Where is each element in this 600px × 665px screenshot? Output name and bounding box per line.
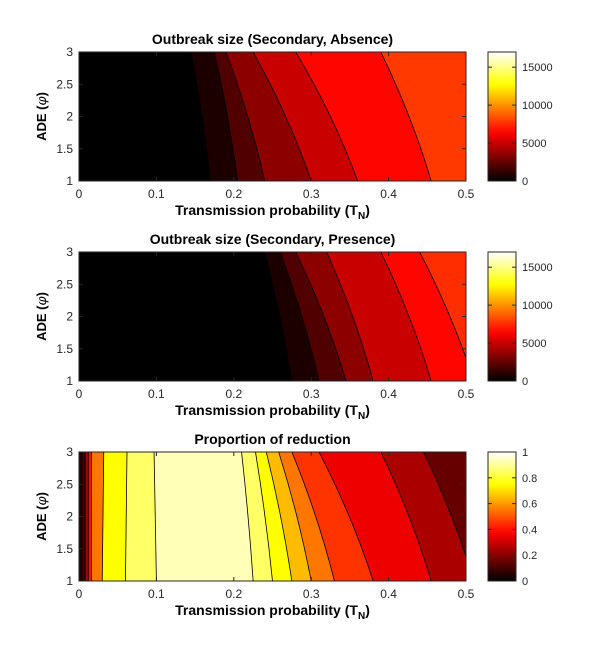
colorbar-tick-label: 5000 xyxy=(522,338,546,350)
x-tick-label: 0 xyxy=(76,387,83,401)
colorbar-tick-label: 0 xyxy=(522,576,528,588)
y-tick-label: 3 xyxy=(66,445,73,459)
contour-line xyxy=(101,452,105,581)
x-tick-label: 0.1 xyxy=(148,187,165,201)
contour-line xyxy=(190,52,211,181)
contour-line xyxy=(380,452,432,581)
contour-line xyxy=(241,452,254,581)
contour-line xyxy=(225,52,266,181)
colorbar: 0 5000 10000 15000 xyxy=(487,251,553,388)
colorbar-tick-label: 0.4 xyxy=(522,524,537,536)
contour-line xyxy=(125,452,128,581)
x-tick-label: 0.5 xyxy=(458,187,475,201)
contour-plot xyxy=(79,52,466,181)
colorbar-tick-label: 15000 xyxy=(522,262,553,274)
contour-line xyxy=(264,252,293,381)
contour-line xyxy=(278,452,312,581)
chart-title: Outbreak size (Secondary, Presence) xyxy=(150,231,396,247)
x-tick-label: 0.2 xyxy=(225,187,242,201)
contour-line xyxy=(326,252,374,381)
panel-2: 0 0.1 0.2 0.3 0.4 0.5 1 1.5 2 2.5 3 Outbreak size (… xyxy=(34,231,553,422)
chart-title: Proportion of reduction xyxy=(194,431,350,447)
colorbar-tick-label: 10000 xyxy=(522,100,553,112)
x-tick-label: 0.1 xyxy=(148,587,165,601)
y-tick-label: 1 xyxy=(66,374,73,388)
colorbar-tick-label: 0 xyxy=(522,376,528,388)
y-tick-label: 1.5 xyxy=(56,542,73,556)
chart-title: Outbreak size (Secondary, Absence) xyxy=(152,31,393,47)
x-tick-label: 0.4 xyxy=(380,387,397,401)
colorbar-frame xyxy=(487,51,517,182)
y-tick-label: 2 xyxy=(66,110,73,124)
y-tick-label: 3 xyxy=(66,45,73,59)
contour-line xyxy=(419,252,466,360)
colorbar-tick-label: 10000 xyxy=(522,300,553,312)
y-tick-label: 1 xyxy=(66,174,73,188)
y-tick-label: 2 xyxy=(66,510,73,524)
colorbar-tick-label: 0.8 xyxy=(522,473,537,485)
colorbar: 0 5000 10000 15000 xyxy=(487,51,553,188)
contour-region xyxy=(419,252,466,359)
panel-1: 0 0.1 0.2 0.3 0.4 0.5 1 1.5 2 2.5 3 Outbreak size (… xyxy=(34,31,553,222)
colorbar-tick-label: 1 xyxy=(522,447,528,459)
colorbar-tick-label: 0.2 xyxy=(522,550,537,562)
x-tick-label: 0.3 xyxy=(303,387,320,401)
colorbar-tick-label: 5000 xyxy=(522,138,546,150)
contour-line xyxy=(318,452,374,581)
contour-line xyxy=(291,452,335,581)
y-tick-label: 1.5 xyxy=(56,342,73,356)
contour-region xyxy=(423,452,466,557)
x-tick-label: 0.3 xyxy=(303,187,320,201)
y-tick-label: 2.5 xyxy=(56,77,73,91)
y-tick-label: 1 xyxy=(66,574,73,588)
y-axis-label: ADE (φ) xyxy=(34,292,50,341)
contour-plot xyxy=(79,252,466,381)
x-axis-label: Transmission probability (TN) xyxy=(175,202,370,222)
colorbar-tick-label: 0.6 xyxy=(522,499,537,511)
contour-line xyxy=(295,52,359,181)
y-tick-label: 2.5 xyxy=(56,477,73,491)
panel-3: 0 0.1 0.2 0.3 0.4 0.5 1 1.5 2 2.5 3 Proportion of r… xyxy=(34,431,537,622)
x-axis-label: Transmission probability (TN) xyxy=(175,402,370,422)
contour-line xyxy=(252,52,312,181)
y-tick-label: 2 xyxy=(66,310,73,324)
x-tick-label: 0.2 xyxy=(225,587,242,601)
x-tick-label: 0 xyxy=(76,187,83,201)
colorbar-gradient xyxy=(488,52,516,181)
contour-line xyxy=(265,452,293,581)
x-tick-label: 0.3 xyxy=(303,587,320,601)
y-tick-label: 1.5 xyxy=(56,142,73,156)
contour-plot xyxy=(79,452,466,581)
x-tick-label: 0.4 xyxy=(380,587,397,601)
colorbar-tick-label: 15000 xyxy=(522,62,553,74)
contour-line xyxy=(295,252,347,381)
contour-line xyxy=(380,252,432,381)
y-tick-label: 3 xyxy=(66,245,73,259)
colorbar-frame xyxy=(487,251,517,382)
contour-line xyxy=(255,452,273,581)
contour-line xyxy=(380,52,432,181)
x-tick-label: 0.4 xyxy=(380,187,397,201)
x-tick-label: 0.1 xyxy=(148,387,165,401)
x-tick-label: 0.5 xyxy=(458,387,475,401)
contour-line xyxy=(153,452,157,581)
colorbar-tick-label: 0 xyxy=(522,176,528,188)
x-tick-label: 0.5 xyxy=(458,587,475,601)
x-tick-label: 0 xyxy=(76,587,83,601)
y-axis-label: ADE (φ) xyxy=(34,492,50,541)
contour-line xyxy=(423,452,466,558)
contour-line xyxy=(214,52,239,181)
colorbar-frame xyxy=(487,451,517,582)
contour-region xyxy=(380,52,466,181)
y-axis-label: ADE (φ) xyxy=(34,92,50,141)
x-axis-label: Transmission probability (TN) xyxy=(175,602,370,622)
y-tick-label: 2.5 xyxy=(56,277,73,291)
x-tick-label: 0.2 xyxy=(225,387,242,401)
colorbar-gradient xyxy=(488,252,516,381)
colorbar: 0 0.2 0.4 0.6 0.8 1 xyxy=(487,447,537,588)
contour-line xyxy=(279,252,320,381)
colorbar-gradient xyxy=(488,452,516,581)
